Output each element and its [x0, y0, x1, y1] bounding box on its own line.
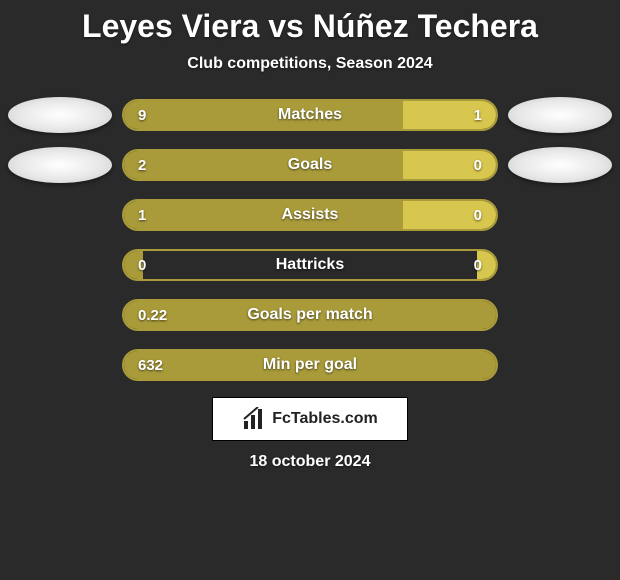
value-left: 1 [138, 201, 146, 229]
page-subtitle: Club competitions, Season 2024 [0, 55, 620, 73]
comparison-infographic: Leyes Viera vs Núñez Techera Club compet… [0, 0, 620, 471]
stat-bar: Assists10 [122, 199, 498, 231]
stat-row: Hattricks0 0 [0, 247, 620, 283]
value-right: 0 [474, 251, 482, 279]
page-title: Leyes Viera vs Núñez Techera [0, 8, 620, 45]
player-avatar-right [508, 147, 612, 183]
avatar-spacer [8, 297, 112, 333]
value-right: 0 [474, 201, 482, 229]
stat-bar: Goals per match0.22 [122, 299, 498, 331]
watermark-logo: FcTables.com [212, 397, 408, 441]
stat-row: Assists10 [0, 197, 620, 233]
value-left: 2 [138, 151, 146, 179]
stat-row: Goals per match0.22 [0, 297, 620, 333]
stat-row: Min per goal632 [0, 347, 620, 383]
segment-left [124, 201, 403, 229]
segment-right [403, 201, 496, 229]
stat-rows: Matches91Goals20Assists10Hattricks00Goal… [0, 97, 620, 383]
segment-left [124, 351, 496, 379]
segment-right [403, 151, 496, 179]
stat-label: Hattricks [124, 251, 496, 279]
segment-right [403, 101, 496, 129]
segment-left [124, 301, 496, 329]
player-avatar-left [8, 97, 112, 133]
value-left: 632 [138, 351, 163, 379]
stat-bar: Hattricks0 0 [122, 249, 498, 281]
segment-left [124, 151, 403, 179]
logo-text: FcTables.com [272, 410, 378, 428]
avatar-spacer [508, 297, 612, 333]
value-left: 9 [138, 101, 146, 129]
chart-icon [242, 407, 266, 431]
value-right: 1 [474, 101, 482, 129]
date-text: 18 october 2024 [0, 453, 620, 471]
avatar-spacer [8, 247, 112, 283]
stat-bar: Goals20 [122, 149, 498, 181]
value-right: 0 [474, 151, 482, 179]
segment-left [124, 101, 403, 129]
value-left: 0 [138, 251, 146, 279]
player-avatar-left [8, 147, 112, 183]
avatar-spacer [508, 197, 612, 233]
avatar-spacer [8, 347, 112, 383]
stat-row: Goals20 [0, 147, 620, 183]
avatar-spacer [508, 347, 612, 383]
stat-bar: Min per goal632 [122, 349, 498, 381]
value-left: 0.22 [138, 301, 167, 329]
avatar-spacer [8, 197, 112, 233]
player-avatar-right [508, 97, 612, 133]
stat-row: Matches91 [0, 97, 620, 133]
avatar-spacer [508, 247, 612, 283]
stat-bar: Matches91 [122, 99, 498, 131]
